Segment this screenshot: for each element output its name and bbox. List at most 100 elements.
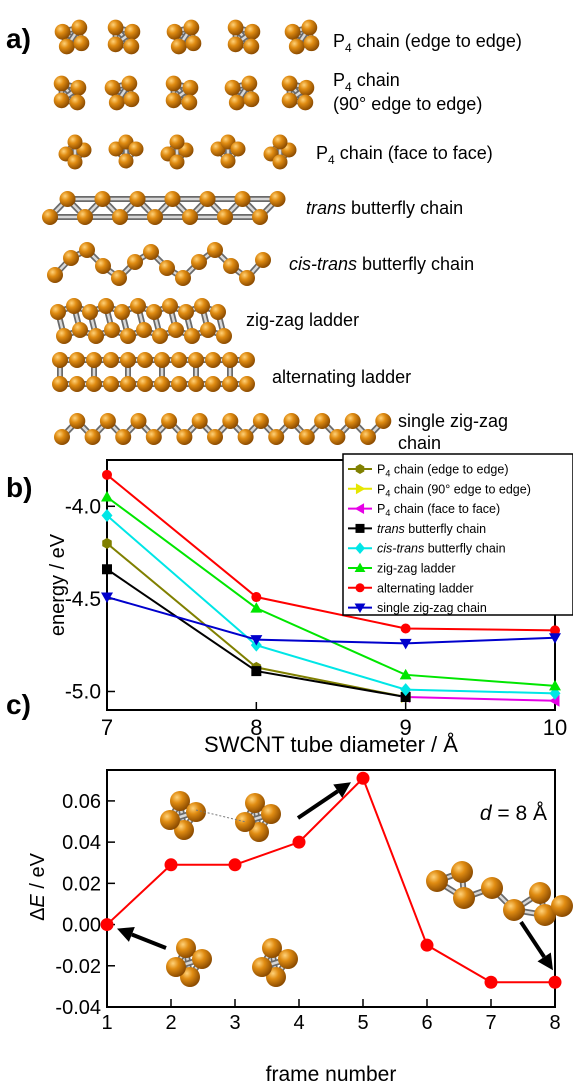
p4-tetrahedron <box>263 134 297 170</box>
y-tick-label: 0.00 <box>62 915 101 937</box>
legend-label: cis-trans butterfly chain <box>377 542 506 556</box>
legend-label: trans butterfly chain <box>377 522 486 536</box>
p4-fragment <box>160 791 206 840</box>
row-label-alternating-ladder: alternating ladder <box>272 367 411 387</box>
phosphorus-atom <box>188 352 204 368</box>
phosphorus-atom <box>168 322 184 338</box>
x-tick-label: 10 <box>543 715 567 740</box>
data-point <box>101 491 113 502</box>
phosphorus-atom <box>176 429 193 445</box>
phosphorus-atom <box>77 209 93 225</box>
chart-b-legend: P4 chain (edge to edge) P4 chain (90° edg… <box>342 453 573 616</box>
panel-a-labels: P4 chain (edge to edge) P4 chain (90° ed… <box>246 31 522 453</box>
phosphorus-atom <box>451 861 473 883</box>
phosphorus-atom <box>66 298 82 314</box>
phosphorus-atom <box>481 877 503 899</box>
phosphorus-atom <box>107 36 124 53</box>
single-zigzag-chain <box>54 413 392 445</box>
series-line <box>106 474 556 632</box>
x-tick-label: 3 <box>229 1012 240 1034</box>
phosphorus-atom <box>52 376 68 392</box>
legend-marker <box>355 464 365 474</box>
chart-c-ticks: 1 2 3 4 5 6 7 8 -0.04 -0.02 0.00 0.02 0.04 0.06 <box>55 791 560 1034</box>
phosphorus-atom <box>69 376 85 392</box>
phosphorus-atom <box>227 19 244 36</box>
chart-c-series-line <box>106 776 555 984</box>
phosphorus-atom <box>72 322 88 338</box>
data-point <box>228 858 242 872</box>
zigzag-ladder <box>50 298 232 344</box>
p4-tetrahedron <box>104 75 140 111</box>
p4-chain-fragment <box>426 861 573 926</box>
phosphorus-atom <box>244 23 261 40</box>
data-point <box>102 564 112 575</box>
phosphorus-atom <box>104 322 120 338</box>
phosphorus-atom <box>170 38 187 55</box>
phosphorus-atom <box>130 298 146 314</box>
phosphorus-atom <box>228 94 245 111</box>
phosphorus-atom <box>210 304 226 320</box>
phosphorus-atom <box>360 429 376 445</box>
data-point <box>164 858 178 872</box>
x-tick-label: 1 <box>101 1012 112 1034</box>
phosphorus-atom <box>59 191 76 207</box>
phosphorus-atom <box>303 35 320 52</box>
phosphorus-atom <box>205 352 221 368</box>
phosphorus-atom <box>205 376 221 392</box>
phosphorus-atom <box>54 429 70 445</box>
data-point <box>250 635 263 646</box>
phosphorus-atom <box>230 141 246 157</box>
phosphorus-atom <box>252 413 269 429</box>
phosphorus-atom <box>67 134 83 150</box>
phosphorus-atom <box>329 429 346 445</box>
phosphorus-atom <box>58 38 75 55</box>
phosphorus-atom <box>227 36 244 53</box>
phosphorus-atom <box>252 957 272 977</box>
data-point <box>101 509 113 523</box>
phosphorus-atom <box>120 376 136 392</box>
phosphorus-atom <box>165 92 182 109</box>
phosphorus-atom <box>130 413 147 429</box>
phosphorus-atom <box>245 793 265 813</box>
x-tick-label: 7 <box>485 1012 496 1034</box>
chart-c-markers <box>100 771 562 989</box>
phosphorus-atom <box>188 376 204 392</box>
phosphorus-atom <box>99 413 116 429</box>
p4-tetrahedron <box>224 75 260 111</box>
phosphorus-atom <box>137 352 153 368</box>
p4-fragment <box>235 793 281 842</box>
x-tick-label: 6 <box>421 1012 432 1034</box>
p4-tetrahedron <box>165 75 199 111</box>
chart-c-arrows <box>117 782 553 971</box>
row-label-zigzag-ladder: zig-zag ladder <box>246 310 359 330</box>
data-point <box>400 692 411 703</box>
p4-tetrahedron <box>108 134 144 169</box>
phosphorus-atom <box>84 429 101 445</box>
phosphorus-atom <box>120 328 136 344</box>
row-label-p4-90: P4 chain <box>333 70 400 94</box>
phosphorus-atom <box>255 252 271 268</box>
phosphorus-atom <box>297 94 314 111</box>
chart-c-annotation: d = 8 Å <box>480 802 547 825</box>
row-label-single-zigzag: single zig-zag <box>398 411 508 431</box>
phosphorus-atom <box>165 75 182 92</box>
row-label-cis-trans-butterfly: cis-trans butterfly chain <box>289 254 474 274</box>
series-line <box>405 696 556 702</box>
phosphorus-atom <box>268 429 285 445</box>
phosphorus-atom <box>199 191 216 207</box>
chart-c-frame <box>106 769 556 1008</box>
cis-trans-butterfly-chain <box>47 242 271 286</box>
phosphorus-atom <box>191 413 208 429</box>
phosphorus-atom <box>124 23 141 40</box>
phosphorus-atom <box>182 209 198 225</box>
phosphorus-atom <box>54 23 71 40</box>
alternating-ladder <box>52 352 255 392</box>
panel-b-chart: 7 8 9 10 -5.0 -4.5 -4.0 energy / eV SWCNT tube… <box>47 453 573 757</box>
phosphorus-atom <box>123 38 140 55</box>
x-tick-label: 5 <box>357 1012 368 1034</box>
phosphorus-atom <box>94 191 111 207</box>
phosphorus-atom <box>162 298 178 314</box>
phosphorus-atom <box>288 38 305 55</box>
phosphorus-atom <box>301 19 318 36</box>
x-tick-label: 8 <box>250 715 262 740</box>
